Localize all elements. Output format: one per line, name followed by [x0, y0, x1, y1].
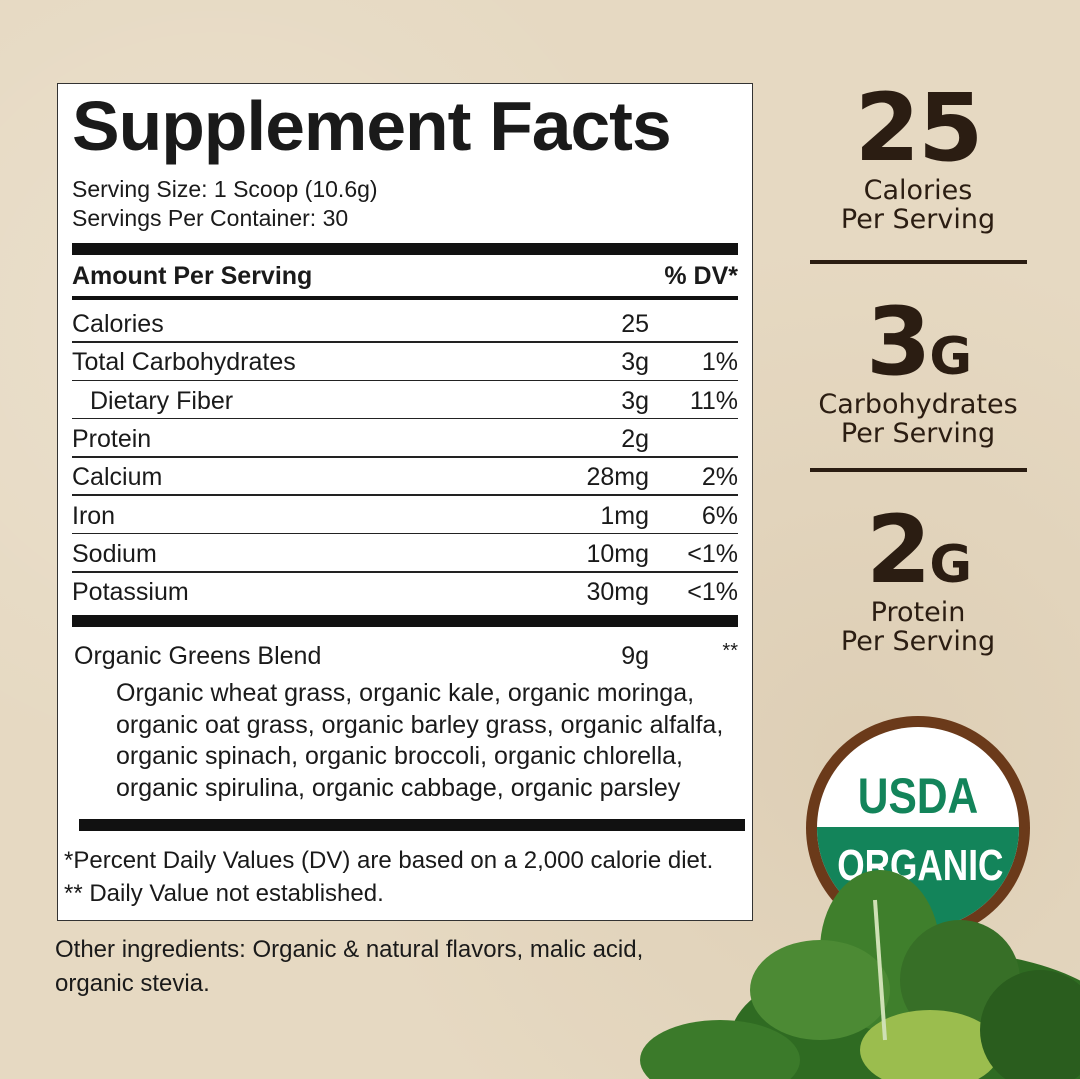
nutrient-name: Dietary Fiber — [90, 386, 234, 415]
nutrient-amount: 1mg — [600, 501, 649, 530]
nutrient-name: Calories — [72, 310, 164, 338]
ingredient-line: organic spinach, organic broccoli, organ… — [116, 742, 683, 770]
thick-divider — [72, 243, 738, 255]
nutrient-row: Calcium 28mg 2% — [58, 457, 754, 496]
ingredient-line: Organic wheat grass, organic kale, organ… — [116, 679, 695, 707]
nutrient-amount: 2g — [621, 424, 649, 453]
nutrient-name: Protein — [72, 424, 152, 453]
nutrient-row: Dietary Fiber 3g 11% — [58, 381, 754, 420]
nutrient-dv: 11% — [689, 386, 738, 415]
row-divider — [72, 494, 738, 496]
nutrient-row: Iron 1mg 6% — [58, 496, 754, 535]
other-ingredients-line: organic stevia. — [55, 970, 210, 997]
blend-amount: 9g — [621, 642, 649, 670]
nutrient-amount: 10mg — [586, 539, 649, 568]
nutrient-row: Calories 25 — [58, 304, 754, 343]
row-divider — [72, 571, 738, 573]
nutrient-dv: 2% — [701, 463, 738, 492]
row-divider — [72, 456, 738, 458]
highlight-caption: Per Serving — [840, 418, 996, 449]
nutrient-name: Iron — [72, 501, 116, 530]
nutrient-amount: 30mg — [586, 578, 649, 607]
other-ingredients-line: Other ingredients: Organic & natural fla… — [55, 936, 644, 963]
divider — [810, 468, 1027, 472]
highlight-caption: Per Serving — [840, 204, 996, 235]
ingredient-line: organic oat grass, organic barley grass,… — [116, 710, 724, 739]
nutrient-row: Potassium 30mg <1% — [58, 572, 754, 610]
medium-divider — [72, 296, 738, 300]
blend-dv: ** — [722, 640, 738, 662]
nutrient-row: Total Carbohydrates 3g 1% — [58, 342, 754, 382]
seal-usda-text: USDA — [857, 768, 979, 824]
carbs-value: 3 — [865, 288, 931, 397]
nutrient-row: Sodium 10mg <1% — [58, 534, 754, 573]
thick-divider — [72, 615, 738, 627]
thick-divider — [79, 819, 745, 831]
highlight-caption: Calories — [863, 175, 973, 206]
protein-value: 2 — [865, 496, 931, 605]
supplement-facts-panel: Supplement Facts Serving Size: 1 Scoop (… — [57, 83, 753, 921]
row-divider — [72, 341, 738, 343]
nutrient-amount: 25 — [621, 310, 649, 338]
calories-value: 25 — [854, 74, 984, 183]
nutrient-row: Protein 2g — [58, 419, 754, 458]
nutrient-amount: 28mg — [586, 463, 649, 492]
other-ingredients: Other ingredients: Organic & natural fla… — [55, 933, 643, 1001]
panel-title: Supplement Facts — [72, 87, 672, 165]
row-divider — [72, 379, 738, 382]
carbs-highlight: 3G Carbohydrates Per Serving — [800, 296, 1036, 449]
row-divider — [72, 417, 738, 420]
protein-unit: G — [929, 535, 972, 595]
nutrient-dv: <1% — [687, 578, 738, 607]
header-dv: % DV* — [664, 262, 738, 290]
footnote-dv: *Percent Daily Values (DV) are based on … — [64, 847, 714, 874]
leafy-greens-image — [640, 870, 1080, 1079]
nutrient-dv: <1% — [687, 539, 738, 568]
row-divider — [72, 532, 738, 535]
serving-size: Serving Size: 1 Scoop (10.6g) — [72, 176, 378, 202]
nutrient-name: Calcium — [72, 463, 163, 492]
ingredient-line: organic spirulina, organic cabbage, orga… — [116, 773, 681, 802]
nutrient-amount: 3g — [621, 348, 649, 377]
carbs-unit: G — [929, 327, 972, 387]
highlight-caption: Carbohydrates — [818, 389, 1018, 420]
blend-ingredients: Organic wheat grass, organic kale, organ… — [116, 678, 723, 804]
calories-highlight: 25 Calories Per Serving — [800, 74, 1036, 235]
nutrient-name: Sodium — [72, 539, 157, 568]
servings-per-container: Servings Per Container: 30 — [72, 205, 349, 231]
nutrient-dv: 1% — [701, 348, 738, 377]
highlight-caption: Per Serving — [840, 626, 996, 657]
header-amount-per-serving: Amount Per Serving — [72, 262, 313, 290]
footnote-not-established: ** Daily Value not established. — [64, 880, 384, 907]
nutrient-amount: 3g — [621, 386, 649, 415]
protein-highlight: 2G Protein Per Serving — [800, 504, 1036, 657]
nutrient-dv: 6% — [701, 501, 738, 530]
divider — [810, 260, 1027, 264]
nutrient-name: Total Carbohydrates — [72, 348, 296, 377]
blend-name: Organic Greens Blend — [74, 642, 322, 670]
nutrient-name: Potassium — [72, 578, 189, 607]
highlight-caption: Protein — [870, 597, 966, 628]
